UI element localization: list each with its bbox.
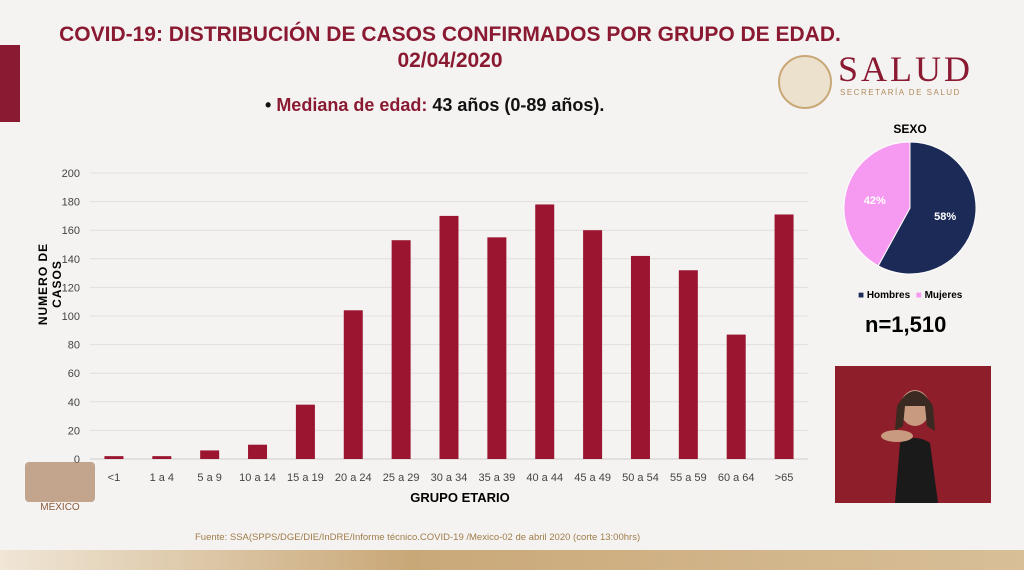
x-tick-label: 25 a 29: [383, 472, 420, 484]
pie-title: SEXO: [893, 122, 927, 136]
y-tick-label: 180: [62, 197, 80, 209]
x-tick-label: 15 a 19: [287, 472, 324, 484]
bar: [248, 444, 268, 459]
x-tick-label: 40 a 44: [526, 472, 563, 484]
sign-language-video: [835, 366, 991, 503]
bar: [343, 310, 363, 459]
x-tick-label: 55 a 59: [670, 472, 707, 484]
bar: [774, 214, 794, 459]
bottom-strip: [0, 550, 1024, 570]
x-tick-label: 50 a 54: [622, 472, 659, 484]
seal-icon: [778, 55, 832, 109]
x-axis-label: GRUPO ETARIO: [410, 490, 510, 505]
x-tick-label: 20 a 24: [335, 472, 372, 484]
x-tick-label: 45 a 49: [574, 472, 611, 484]
x-tick-label: >65: [775, 472, 794, 484]
x-tick-label: 35 a 39: [479, 472, 516, 484]
pie-label: 58%: [934, 211, 956, 223]
page-title: COVID-19: DISTRIBUCIÓN DE CASOS CONFIRMA…: [59, 23, 841, 72]
pie-label: 42%: [864, 195, 886, 207]
y-tick-label: 80: [68, 340, 80, 352]
bar: [152, 456, 172, 459]
age-bar-chart: 0 20 40 60 80 100 120 140 160 180 200 <1 1 a 4 5 a 9 1…: [62, 168, 808, 484]
pie-legend: ■ Hombres ■ Mujeres: [858, 290, 963, 301]
sample-size: n=1,510: [865, 312, 947, 337]
y-tick-label: 0: [74, 454, 80, 466]
bar: [678, 270, 698, 459]
bar: [200, 450, 220, 459]
bar: [439, 215, 459, 459]
y-tick-label: 200: [62, 168, 80, 180]
bar: [487, 237, 507, 459]
y-tick-label: 120: [62, 282, 80, 294]
x-tick-label: 1 a 4: [150, 472, 174, 484]
bar: [104, 456, 124, 459]
y-tick-label: 140: [62, 254, 80, 266]
y-tick-label: 20: [68, 425, 80, 437]
y-tick-label: 40: [68, 397, 80, 409]
bar: [295, 404, 315, 459]
bar: [726, 334, 746, 459]
x-tick-label: 30 a 34: [431, 472, 468, 484]
mexico-logo: MÉXICO: [25, 462, 95, 532]
pie-slice-mujeres: [843, 141, 911, 267]
x-tick-label: <1: [108, 472, 121, 484]
bar: [535, 204, 555, 459]
x-tick-label: 5 a 9: [197, 472, 221, 484]
salud-subtitle: SECRETARÍA DE SALUD: [840, 88, 961, 97]
salud-logo: SALUD: [838, 49, 974, 89]
bar: [630, 255, 650, 459]
y-tick-label: 60: [68, 368, 80, 380]
median-age: • Mediana de edad: 43 años (0-89 años).: [265, 95, 605, 115]
source-note: Fuente: SSA(SPPS/DGE/DIE/InDRE/Informe t…: [195, 532, 641, 543]
y-tick-label: 100: [62, 311, 80, 323]
sex-pie-chart: 58% 42%: [843, 141, 977, 275]
decorative-bar: [0, 45, 20, 122]
bar: [583, 230, 603, 459]
x-tick-label: 60 a 64: [718, 472, 755, 484]
y-axis-label: NUMERO DE CASOS: [36, 242, 64, 326]
bar: [391, 240, 411, 459]
x-tick-label: 10 a 14: [239, 472, 276, 484]
y-tick-label: 160: [62, 225, 80, 237]
pie-slice-hombres: [877, 141, 977, 275]
